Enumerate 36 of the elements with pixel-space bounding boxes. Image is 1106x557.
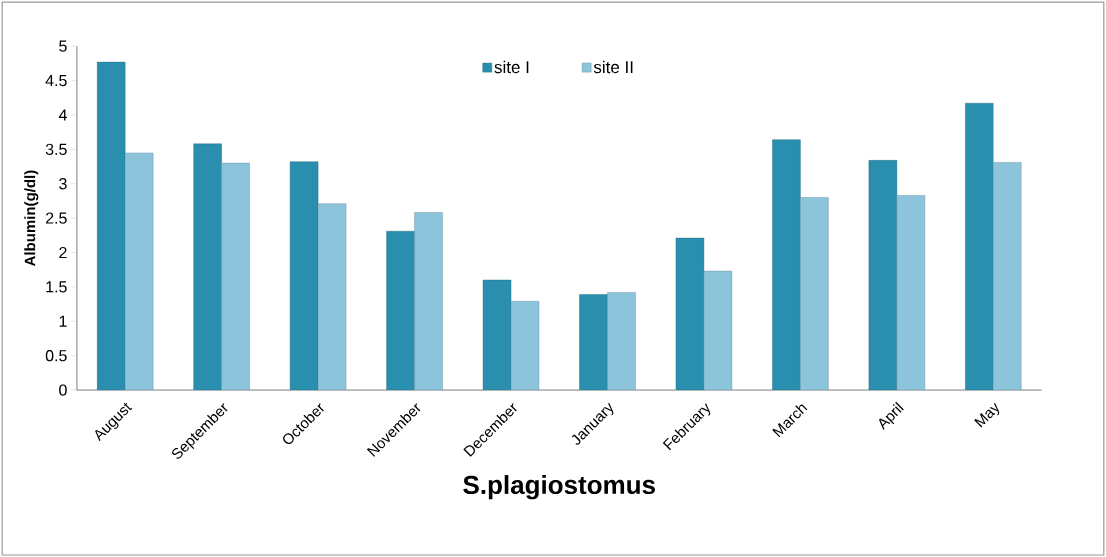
x-axis-title: S.plagiostomus (463, 474, 655, 500)
bar (607, 292, 636, 390)
bar (289, 161, 319, 390)
y-tick-label: 5 (59, 40, 67, 52)
bar (482, 279, 512, 390)
bar (414, 212, 443, 390)
bar (772, 139, 801, 390)
bar (221, 162, 250, 390)
y-tick-label: 4.5 (45, 74, 67, 87)
y-tick-label: 1.5 (46, 281, 67, 293)
bar (896, 195, 926, 390)
y-tick-label: 0 (59, 384, 67, 396)
bar (193, 143, 222, 390)
bar (124, 152, 154, 390)
bar (965, 102, 994, 390)
bar (317, 203, 347, 390)
bar (579, 294, 608, 390)
bar (510, 301, 540, 390)
y-tick-label: 3 (59, 177, 67, 190)
bar (96, 61, 126, 390)
bar (868, 160, 898, 390)
legend-label: site I (494, 60, 529, 74)
x-tick-label: May (974, 402, 1000, 428)
bar (703, 270, 733, 390)
bar (800, 197, 829, 390)
y-tick-label: 3.5 (45, 143, 67, 155)
y-tick-label: 4 (58, 109, 67, 121)
y-tick-label: 1 (59, 315, 67, 327)
y-tick-label: 2 (59, 246, 67, 258)
bar (386, 230, 415, 390)
y-tick-label: 2.5 (45, 212, 67, 224)
legend-label: site II (593, 60, 633, 74)
y-tick-label: 0.5 (45, 349, 67, 362)
bar (993, 162, 1022, 390)
y-axis-title: Albumin(g/dl) (24, 170, 39, 266)
bar (675, 237, 705, 390)
